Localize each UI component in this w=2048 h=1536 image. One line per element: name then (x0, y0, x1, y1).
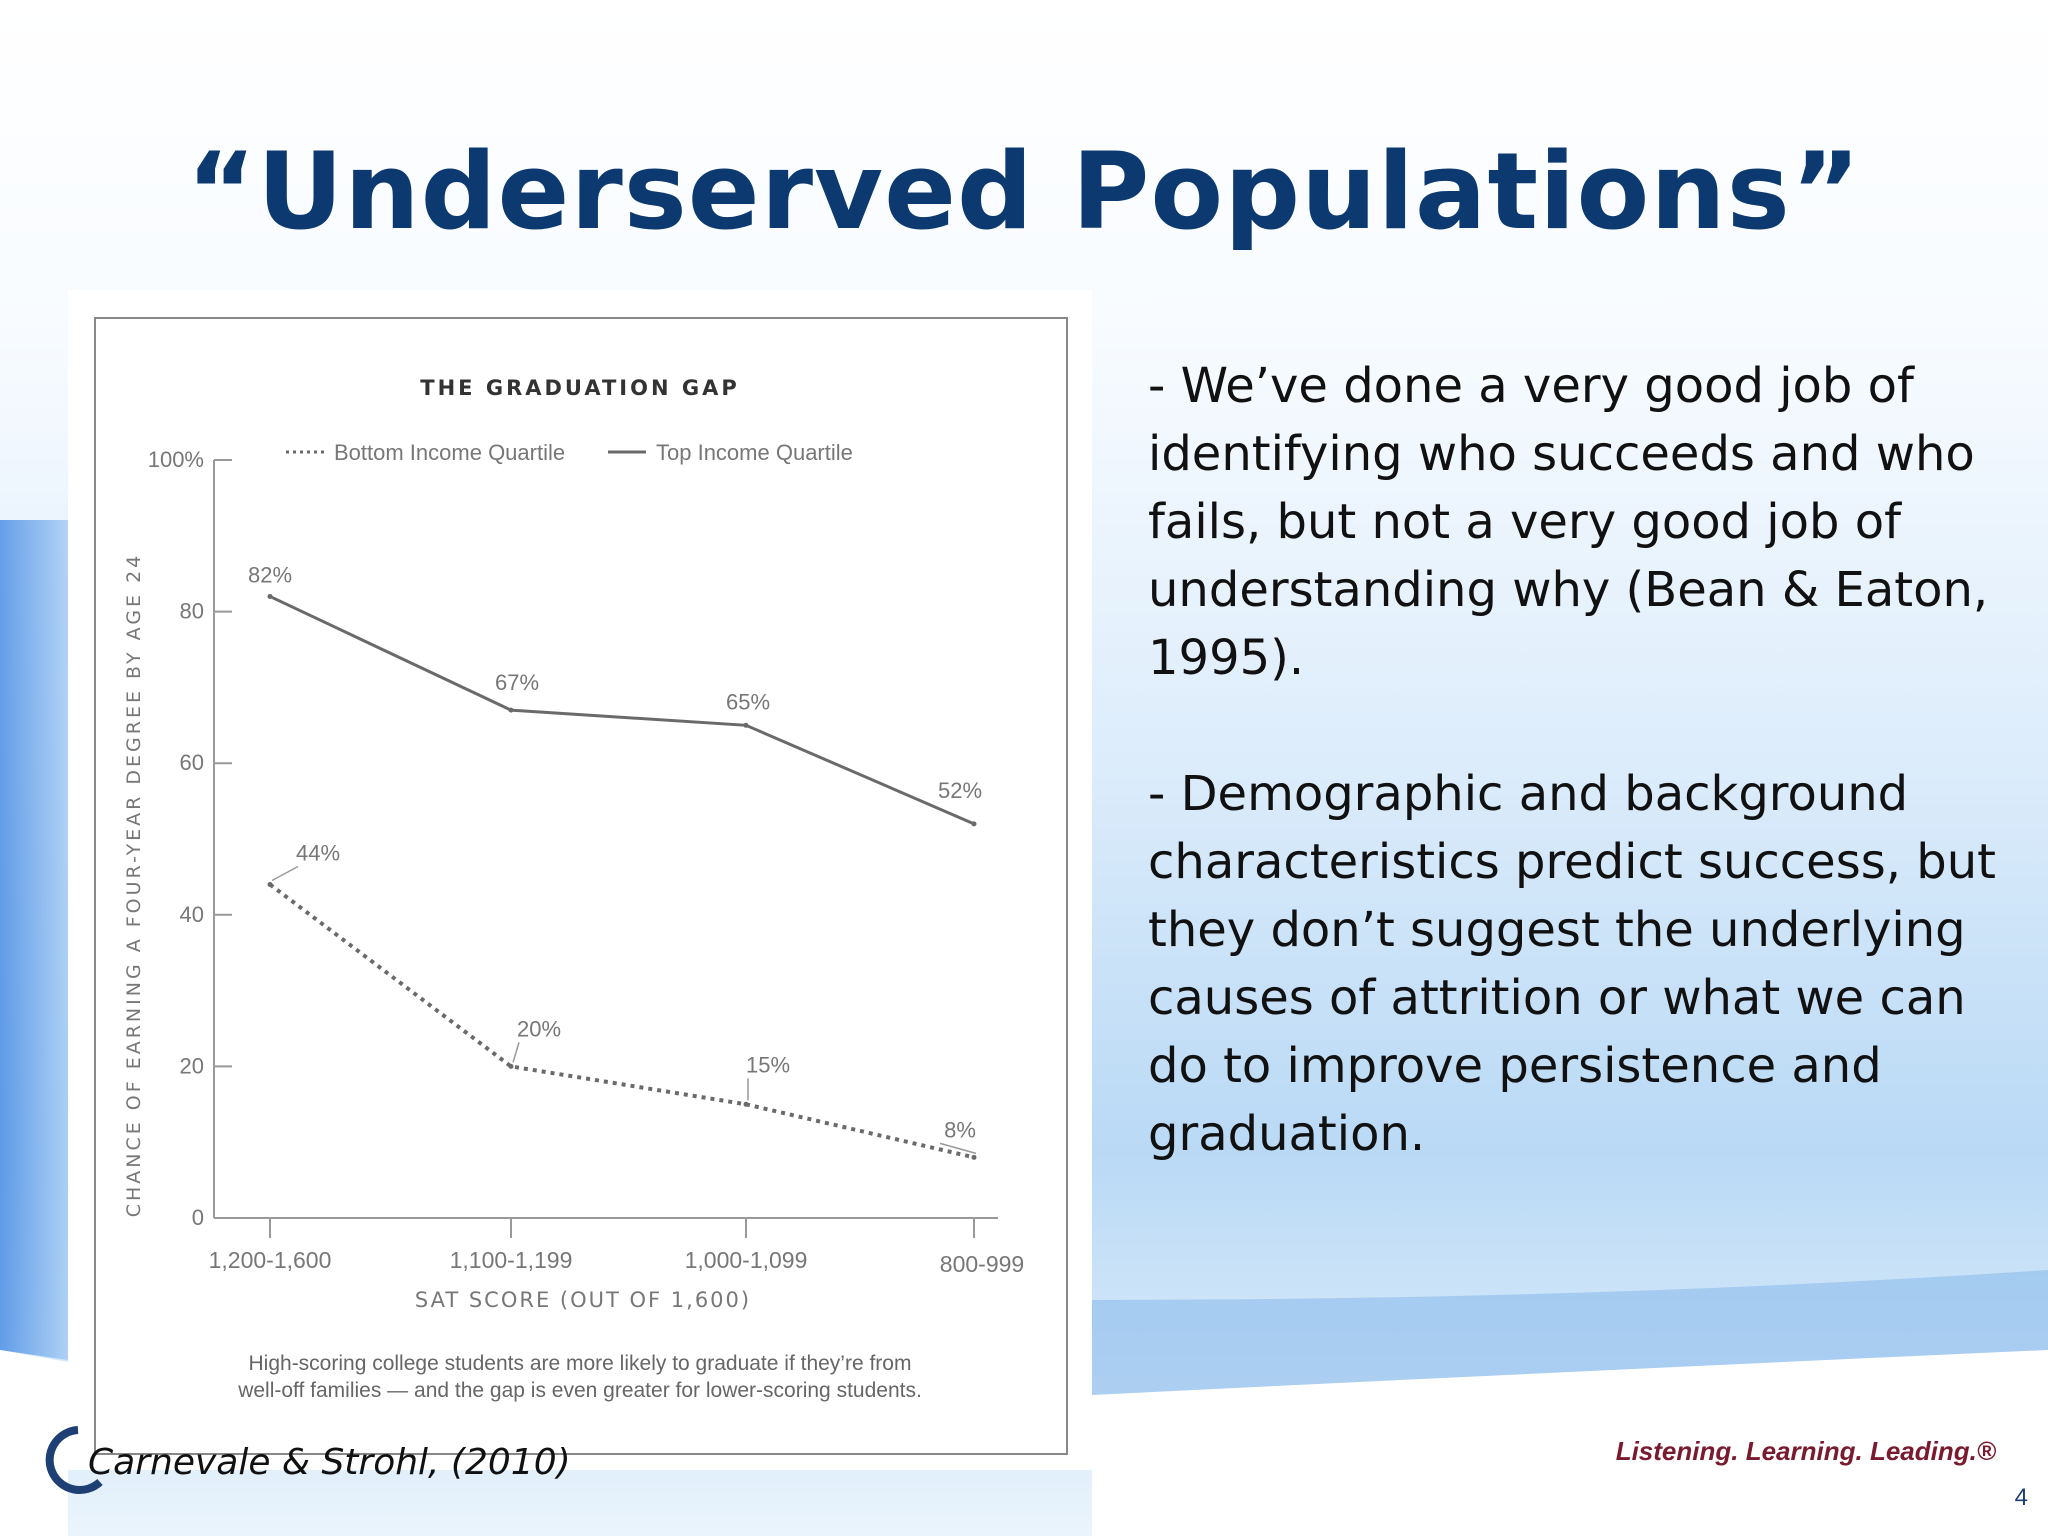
slide-title: “Underserved Populations” (186, 130, 1862, 253)
y-axis-label: CHANCE OF EARNING A FOUR-YEAR DEGREE BY … (123, 553, 145, 1218)
bullet-list: - We’ve done a very good job of identify… (1148, 352, 2018, 1236)
y-tick-label: 40 (180, 902, 204, 927)
series-line-top-income (269, 595, 975, 826)
chart-caption-line-2: well-off families — and the gap is even … (237, 1379, 922, 1402)
chart-title: THE GRADUATION GAP (420, 376, 739, 400)
y-tick-label: 60 (180, 750, 204, 775)
data-label: 52% (938, 778, 982, 803)
chart-panel: THE GRADUATION GAP Bottom Income Quartil… (68, 290, 1092, 1470)
x-tick-label: 1,200-1,600 (209, 1247, 332, 1273)
y-tick-label: 100% (148, 447, 204, 472)
label-leader (512, 1042, 520, 1063)
chart-axes: 0 20 40 60 80 100% 1,200-1,600 1,100-1,199 1,000… (148, 447, 1024, 1277)
label-leader (271, 865, 299, 882)
slide-number: 4 (2014, 1484, 2028, 1511)
graduation-gap-chart: THE GRADUATION GAP Bottom Income Quartil… (94, 317, 1068, 1455)
chart-border (94, 317, 1068, 1455)
legend-label: Top Income Quartile (656, 440, 853, 465)
bullet-item: - We’ve done a very good job of identify… (1148, 358, 1989, 686)
data-label: 82% (248, 562, 292, 587)
bullet-item: - Demographic and background characteris… (1148, 766, 1996, 1162)
data-point (267, 881, 273, 887)
chart-legend: Bottom Income Quartile Top Income Quartil… (286, 440, 853, 465)
data-label: 15% (746, 1052, 790, 1077)
data-label: 44% (296, 840, 340, 865)
citation: Carnevale & Strohl, (2010) (88, 1442, 571, 1483)
tagline: Listening. Learning. Leading.® (1615, 1436, 1996, 1466)
data-label: 67% (495, 670, 539, 695)
data-label: 65% (726, 689, 770, 714)
x-axis-label: SAT SCORE (OUT OF 1,600) (415, 1288, 751, 1312)
chart-caption-line-1: High-scoring college students are more l… (249, 1352, 912, 1375)
data-point (508, 1063, 514, 1069)
data-label: 8% (944, 1117, 976, 1142)
logo-icon (45, 1426, 103, 1494)
data-point (971, 1154, 977, 1160)
legend-label: Bottom Income Quartile (334, 440, 565, 465)
data-point (743, 722, 749, 728)
y-tick-label: 80 (180, 599, 204, 624)
data-point (508, 707, 514, 713)
y-tick-label: 0 (192, 1205, 204, 1230)
x-tick-label: 1,100-1,199 (450, 1247, 573, 1273)
x-tick-label: 1,000-1,099 (685, 1247, 808, 1273)
data-point (267, 593, 273, 599)
chart-series: 44% 20% 15% 8% 82% 67% 65% 52% (248, 562, 982, 1160)
data-point (743, 1101, 749, 1107)
label-leader (939, 1142, 977, 1155)
data-label: 20% (517, 1016, 561, 1041)
x-tick-label: 800-999 (940, 1251, 1024, 1277)
data-point (971, 821, 977, 827)
series-line-bottom-income (268, 882, 975, 1160)
y-tick-label: 20 (180, 1053, 204, 1078)
